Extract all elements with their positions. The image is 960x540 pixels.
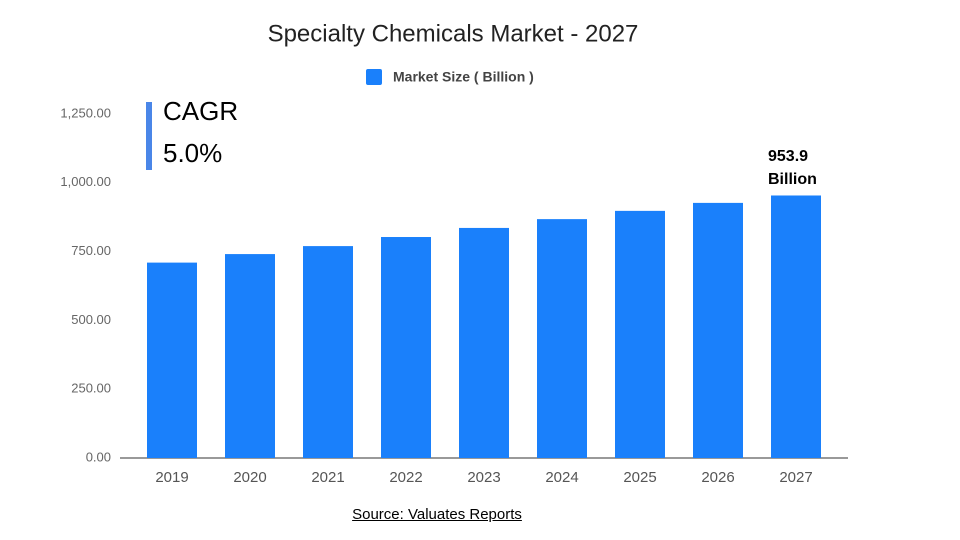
- annotation-bar: [146, 102, 152, 170]
- bar: [381, 237, 431, 458]
- cagr-value: 5.0%: [163, 138, 222, 168]
- bar: [459, 227, 509, 458]
- x-tick-label: 2024: [545, 469, 578, 486]
- x-tick-label: 2025: [623, 469, 656, 486]
- x-tick-label: 2027: [779, 469, 812, 486]
- bar: [147, 262, 197, 458]
- y-tick-label: 500.00: [71, 312, 111, 327]
- y-tick-label: 0.00: [86, 449, 111, 464]
- y-tick-label: 1,250.00: [60, 105, 111, 120]
- bar: [615, 210, 665, 458]
- source-link[interactable]: Source: Valuates Reports: [352, 506, 522, 523]
- x-tick-label: 2019: [155, 469, 188, 486]
- x-tick-label: 2022: [389, 469, 422, 486]
- bar: [771, 195, 821, 458]
- x-tick-label: 2020: [233, 469, 266, 486]
- bar: [225, 254, 275, 458]
- bar: [303, 246, 353, 458]
- bar: [693, 202, 743, 458]
- x-tick-label: 2026: [701, 469, 734, 486]
- x-tick-label: 2021: [311, 469, 344, 486]
- y-tick-label: 750.00: [71, 243, 111, 258]
- chart-title: Specialty Chemicals Market - 2027: [268, 20, 639, 47]
- cagr-label: CAGR: [163, 96, 238, 126]
- bar: [537, 219, 587, 458]
- y-tick-label: 250.00: [71, 381, 111, 396]
- y-tick-label: 1,000.00: [60, 174, 111, 189]
- legend-label: Market Size ( Billion ): [393, 69, 534, 85]
- legend-swatch: [366, 69, 382, 85]
- x-tick-label: 2023: [467, 469, 500, 486]
- data-label: 953.9 Billion: [768, 148, 817, 189]
